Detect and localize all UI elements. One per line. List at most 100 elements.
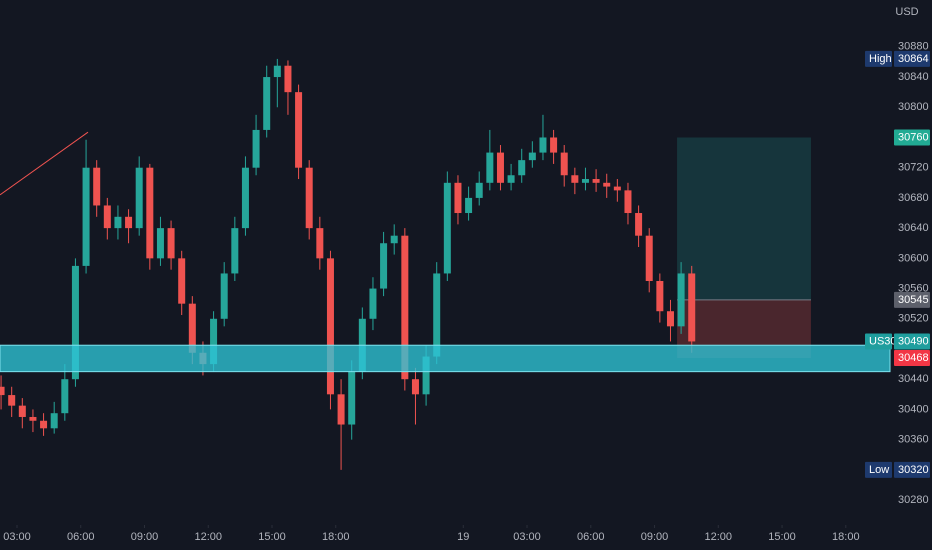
- candle-body: [624, 190, 632, 214]
- candle-body: [316, 228, 324, 259]
- candle-body: [475, 182, 483, 198]
- candle-body: [61, 379, 69, 414]
- candle-body: [369, 288, 377, 319]
- badge-value: 30468: [898, 352, 929, 364]
- badge-value: 30760: [898, 131, 929, 143]
- candle-body: [581, 179, 589, 183]
- candle-body: [241, 167, 249, 229]
- candle-body: [560, 152, 568, 176]
- candle-body: [666, 311, 674, 327]
- candle-body: [486, 152, 494, 183]
- candle-body: [326, 258, 334, 395]
- candle-body: [401, 235, 409, 380]
- x-tick-label: 12:00: [194, 531, 222, 543]
- candle-body: [603, 182, 611, 187]
- y-tick-label: 30360: [898, 434, 929, 446]
- candle-body: [263, 77, 271, 130]
- candle-body: [18, 405, 26, 417]
- x-tick-label: 06:00: [577, 531, 605, 543]
- candle-body: [114, 216, 122, 229]
- badge-label-bg: [865, 50, 892, 67]
- badge-bg: [894, 129, 930, 146]
- x-tick-label: 12:00: [705, 531, 733, 543]
- candle-body: [496, 152, 504, 183]
- x-tick-label: 19: [457, 531, 469, 543]
- badge-value: 30864: [898, 53, 929, 65]
- candle-body: [273, 65, 281, 78]
- x-tick-label: 18:00: [322, 531, 350, 543]
- candle-body: [305, 167, 313, 229]
- candle-body: [252, 129, 260, 168]
- y-tick-label: 30720: [898, 162, 929, 174]
- badge-value: 30490: [898, 335, 929, 347]
- y-tick-label: 30640: [898, 222, 929, 234]
- candle-body: [40, 420, 48, 429]
- badge-bg: [894, 50, 930, 67]
- x-tick-label: 15:00: [258, 531, 286, 543]
- candle-body: [167, 228, 175, 259]
- candle-body: [380, 243, 388, 289]
- y-tick-label: 30560: [898, 282, 929, 294]
- x-tick-label: 18:00: [832, 531, 860, 543]
- y-tick-label: 30520: [898, 313, 929, 325]
- candle-body: [571, 175, 579, 183]
- candle-body: [539, 137, 547, 153]
- candle-body: [29, 416, 37, 421]
- y-tick-label: 30400: [898, 403, 929, 415]
- plot: [0, 58, 891, 470]
- x-tick-label: 09:00: [131, 531, 159, 543]
- candle-body: [146, 167, 154, 259]
- candle-body: [231, 228, 239, 274]
- x-tick-label: 03:00: [513, 531, 541, 543]
- candle-body: [592, 179, 600, 183]
- candle-body: [422, 356, 430, 395]
- candle-body: [135, 167, 143, 229]
- candle-body: [125, 216, 133, 229]
- candle-body: [411, 379, 419, 395]
- candle-body: [390, 235, 398, 244]
- candle-body: [8, 395, 16, 406]
- x-tick-label: 15:00: [768, 531, 796, 543]
- support-zone: [0, 344, 891, 373]
- candle-body: [0, 386, 5, 396]
- candle-body: [220, 273, 228, 319]
- y-tick-label: 30600: [898, 252, 929, 264]
- candle-body: [528, 152, 536, 161]
- target-area: [677, 137, 811, 300]
- candle-body: [688, 273, 696, 342]
- candle-body: [507, 175, 515, 183]
- candle-body: [443, 182, 451, 274]
- x-tick-label: 09:00: [641, 531, 669, 543]
- candle-body: [635, 213, 643, 236]
- trend-line: [0, 131, 89, 196]
- candle-body: [465, 197, 473, 214]
- candle-body: [284, 65, 292, 93]
- y-tick-label: 30440: [898, 373, 929, 385]
- y-tick-label: 30800: [898, 101, 929, 113]
- badge-bg: [894, 350, 930, 367]
- candle-body: [103, 205, 111, 229]
- candle-body: [454, 182, 462, 214]
- badge-value: 30320: [898, 464, 929, 476]
- x-tick-label: 06:00: [67, 531, 95, 543]
- badge-label: High: [869, 53, 892, 65]
- candle-body: [518, 160, 526, 176]
- badge-bg: [894, 291, 930, 308]
- candle-body: [210, 318, 218, 365]
- candle-body: [645, 235, 653, 282]
- x-tick-label: 03:00: [3, 531, 31, 543]
- candle-body: [433, 273, 441, 357]
- candle-body: [71, 265, 79, 380]
- y-tick-label: 30680: [898, 192, 929, 204]
- candle-body: [295, 92, 303, 168]
- candle-body: [348, 371, 356, 425]
- candle-body: [613, 186, 621, 191]
- y-tick-label: 30840: [898, 71, 929, 83]
- badge-value: 30545: [898, 294, 929, 306]
- badge-label: US30: [869, 335, 897, 347]
- candle-body: [677, 273, 685, 327]
- candle-body: [337, 394, 345, 425]
- badge-label-bg: [865, 333, 892, 350]
